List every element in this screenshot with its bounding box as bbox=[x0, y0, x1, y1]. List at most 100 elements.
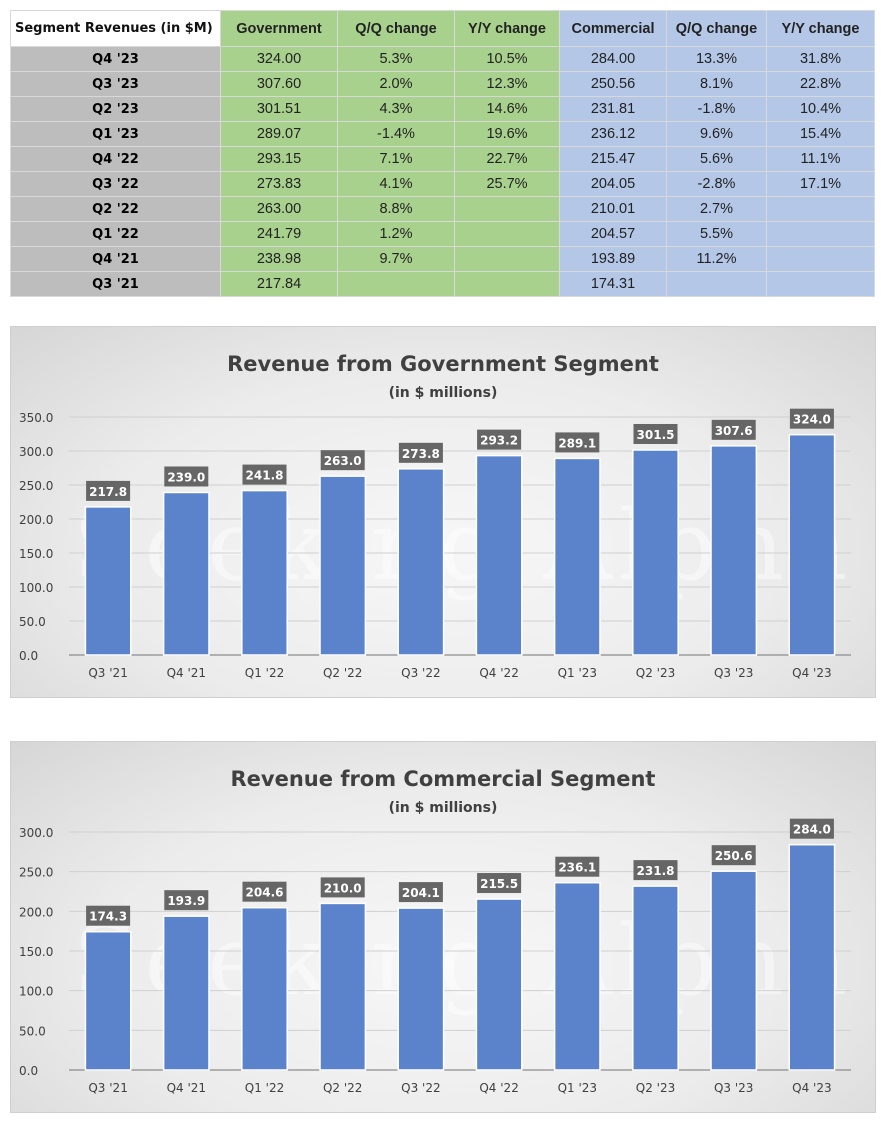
gov-data-label: 273.8 bbox=[402, 447, 440, 461]
gov-x-tick-label: Q3 '23 bbox=[714, 666, 753, 680]
cell-com-qq: -1.8% bbox=[666, 96, 767, 122]
gov-data-label-bg bbox=[86, 480, 131, 501]
gov-data-label-bg bbox=[555, 432, 600, 453]
cell-commercial: 174.31 bbox=[559, 271, 667, 297]
cell-commercial: 193.89 bbox=[559, 246, 667, 272]
cell-quarter: Q4 '22 bbox=[10, 146, 221, 172]
com-data-label: 284.0 bbox=[793, 823, 831, 837]
gov-data-label: 217.8 bbox=[89, 485, 127, 499]
com-x-tick-label: Q4 '22 bbox=[479, 1081, 518, 1095]
com-bar bbox=[319, 902, 367, 1071]
cell-com-yy: 11.1% bbox=[766, 146, 875, 172]
cell-government: 307.60 bbox=[220, 71, 338, 97]
cell-commercial: 236.12 bbox=[559, 121, 667, 147]
gov-y-tick-label: 0.0 bbox=[19, 649, 38, 663]
cell-com-qq: 9.6% bbox=[666, 121, 767, 147]
header-government: Government bbox=[220, 10, 338, 47]
cell-gov-yy bbox=[454, 221, 560, 247]
header-gov-qq: Q/Q change bbox=[337, 10, 455, 47]
com-x-tick-label: Q2 '22 bbox=[323, 1081, 362, 1095]
cell-com-yy: 31.8% bbox=[766, 46, 875, 72]
com-bar bbox=[788, 843, 836, 1071]
cell-quarter: Q4 '23 bbox=[10, 46, 221, 72]
cell-gov-yy: 12.3% bbox=[454, 71, 560, 97]
com-x-tick-label: Q3 '23 bbox=[714, 1081, 753, 1095]
header-com-qq: Q/Q change bbox=[666, 10, 767, 47]
cell-com-qq bbox=[666, 271, 767, 297]
gov-data-label-bg bbox=[477, 429, 522, 450]
com-x-tick-label: Q3 '22 bbox=[401, 1081, 440, 1095]
com-data-label-bg bbox=[320, 877, 365, 898]
gov-data-label: 239.0 bbox=[167, 470, 205, 484]
com-y-tick-label: 250.0 bbox=[19, 866, 53, 880]
gov-x-tick-label: Q2 '22 bbox=[323, 666, 362, 680]
cell-gov-qq: 7.1% bbox=[337, 146, 455, 172]
cell-gov-qq: 9.7% bbox=[337, 246, 455, 272]
cell-gov-yy: 14.6% bbox=[454, 96, 560, 122]
table-row: Q3 '23 307.60 2.0% 12.3% 250.56 8.1% 22.8% bbox=[10, 71, 875, 97]
cell-com-yy bbox=[766, 246, 875, 272]
gov-bar bbox=[788, 433, 836, 656]
gov-data-label-bg bbox=[633, 423, 678, 444]
com-y-tick-label: 0.0 bbox=[19, 1064, 38, 1078]
com-bar bbox=[710, 870, 758, 1071]
gov-chart-subtitle: (in $ millions) bbox=[389, 385, 498, 401]
com-bar bbox=[241, 906, 288, 1071]
gov-bar bbox=[553, 457, 601, 656]
gov-bar bbox=[632, 449, 679, 656]
com-chart-subtitle: (in $ millions) bbox=[389, 800, 498, 816]
com-bar bbox=[553, 881, 601, 1071]
gov-data-label: 301.5 bbox=[637, 428, 675, 442]
table-body: Q4 '23 324.00 5.3% 10.5% 284.00 13.3% 31.8% Q3 … bbox=[10, 46, 875, 297]
com-data-label: 174.3 bbox=[89, 910, 127, 924]
cell-government: 301.51 bbox=[220, 96, 338, 122]
cell-gov-yy: 22.7% bbox=[454, 146, 560, 172]
com-data-label: 215.5 bbox=[480, 877, 518, 891]
com-data-label-bg bbox=[711, 845, 756, 866]
cell-com-qq: 8.1% bbox=[666, 71, 767, 97]
com-data-label-bg bbox=[398, 882, 443, 903]
gov-data-label: 263.0 bbox=[324, 454, 362, 468]
com-data-label-bg bbox=[242, 881, 287, 902]
segment-revenue-table: Segment Revenues (in $M) Government Q/Q … bbox=[10, 10, 875, 297]
gov-data-label-bg bbox=[789, 408, 834, 429]
table-row: Q4 '21 238.98 9.7% 193.89 11.2% bbox=[10, 246, 875, 272]
gov-x-tick-label: Q3 '22 bbox=[401, 666, 440, 680]
gov-chart-title: Revenue from Government Segment bbox=[227, 352, 659, 376]
cell-com-yy bbox=[766, 221, 875, 247]
gov-x-tick-label: Q4 '23 bbox=[792, 666, 831, 680]
cell-com-qq: 5.5% bbox=[666, 221, 767, 247]
com-data-label: 193.9 bbox=[167, 894, 205, 908]
com-x-tick-label: Q1 '23 bbox=[558, 1081, 597, 1095]
cell-commercial: 215.47 bbox=[559, 146, 667, 172]
cell-gov-yy bbox=[454, 246, 560, 272]
cell-com-qq: 2.7% bbox=[666, 196, 767, 222]
gov-bar bbox=[319, 475, 367, 656]
table-row: Q3 '22 273.83 4.1% 25.7% 204.05 -2.8% 17.1% bbox=[10, 171, 875, 197]
com-bar bbox=[632, 885, 679, 1071]
cell-gov-qq: -1.4% bbox=[337, 121, 455, 147]
gov-bar bbox=[397, 468, 445, 656]
com-data-label-bg bbox=[164, 890, 209, 911]
gov-y-tick-label: 250.0 bbox=[19, 479, 53, 493]
com-data-label: 210.0 bbox=[324, 881, 362, 895]
cell-commercial: 210.01 bbox=[559, 196, 667, 222]
cell-gov-yy: 10.5% bbox=[454, 46, 560, 72]
header-gov-yy: Y/Y change bbox=[454, 10, 560, 47]
gov-x-tick-label: Q4 '21 bbox=[167, 666, 206, 680]
gov-y-tick-label: 300.0 bbox=[19, 445, 53, 459]
cell-commercial: 231.81 bbox=[559, 96, 667, 122]
cell-government: 217.84 bbox=[220, 271, 338, 297]
cell-com-qq: 5.6% bbox=[666, 146, 767, 172]
gov-y-tick-label: 150.0 bbox=[19, 547, 53, 561]
com-data-label: 204.6 bbox=[246, 886, 284, 900]
gov-x-tick-label: Q1 '23 bbox=[558, 666, 597, 680]
cell-commercial: 204.57 bbox=[559, 221, 667, 247]
gov-y-tick-label: 100.0 bbox=[19, 581, 53, 595]
cell-gov-qq: 2.0% bbox=[337, 71, 455, 97]
cell-government: 293.15 bbox=[220, 146, 338, 172]
cell-com-yy: 10.4% bbox=[766, 96, 875, 122]
cell-government: 289.07 bbox=[220, 121, 338, 147]
com-chart-title: Revenue from Commercial Segment bbox=[231, 767, 656, 791]
cell-com-qq: -2.8% bbox=[666, 171, 767, 197]
